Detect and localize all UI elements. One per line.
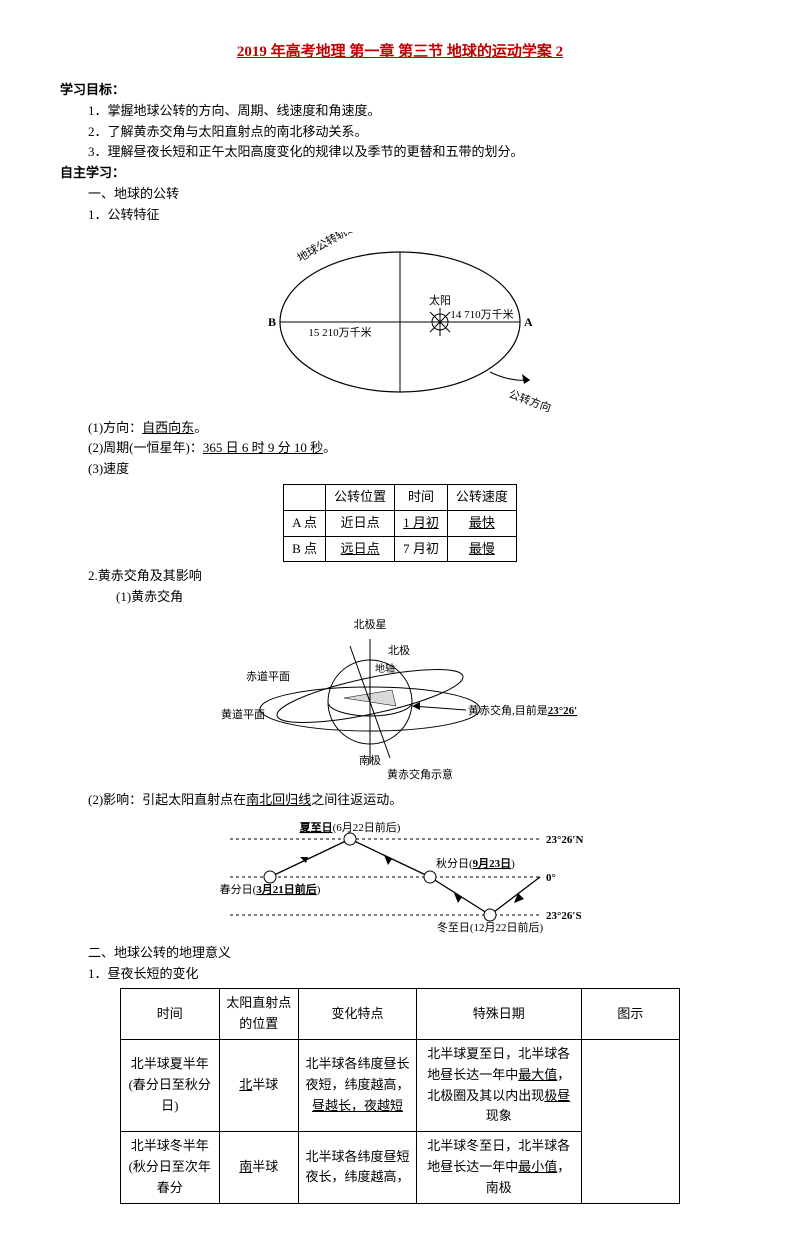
goal-1: 1．掌握地球公转的方向、周期、线速度和角速度。 <box>88 101 740 122</box>
seasons-diagram: 夏至日(6月22日前后) 秋分日(9月23日) 春分日(3月21日前后) 冬至日… <box>60 817 740 937</box>
sec2-heading: 二、地球公转的地理意义 <box>88 943 740 964</box>
svg-text:北极星: 北极星 <box>354 617 387 631</box>
speed-table: 公转位置 时间 公转速度 A 点 近日点 1 月初 最快 B 点 远日点 7 月… <box>283 484 517 562</box>
svg-text:黄道平面: 黄道平面 <box>221 707 265 721</box>
sec1-heading: 一、地球的公转 <box>88 184 740 205</box>
sec1-p1: 1．公转特征 <box>88 205 740 226</box>
sun-label: 太阳 <box>429 294 451 307</box>
svg-text:赤道平面: 赤道平面 <box>246 669 290 683</box>
svg-text:地轴: 地轴 <box>375 662 395 675</box>
svg-text:黄赤交角,目前是23°26′: 黄赤交角,目前是23°26′ <box>468 703 577 717</box>
svg-text:黄赤交角示意: 黄赤交角示意 <box>387 767 453 781</box>
svg-text:23°26′N: 23°26′N <box>546 834 583 846</box>
svg-text:北极: 北极 <box>388 643 410 657</box>
period-line: (2)周期(一恒星年)：365 日 6 时 9 分 10 秒。 <box>88 438 740 459</box>
svg-text:春分日(3月21日前后): 春分日(3月21日前后) <box>220 882 321 896</box>
svg-text:冬至日(12月22日前后): 冬至日(12月22日前后) <box>437 920 544 934</box>
svg-text:23°26′S: 23°26′S <box>546 910 582 922</box>
dir-label: 公转方向 <box>507 386 553 411</box>
goal-3: 3．理解昼夜长短和正午太阳高度变化的规律以及季节的更替和五带的划分。 <box>88 142 740 163</box>
influence-line: (2)影响：引起太阳直射点在南北回归线之间往返运动。 <box>88 790 740 811</box>
direction-line: (1)方向：自西向东。 <box>88 418 740 439</box>
goals-heading: 学习目标： <box>60 80 740 101</box>
svg-text:0°: 0° <box>546 872 556 884</box>
sec1-p2: 2.黄赤交角及其影响 <box>88 566 740 587</box>
speed-line: (3)速度 <box>88 459 740 480</box>
page-title: 2019 年高考地理 第一章 第三节 地球的运动学案 2 <box>60 40 740 64</box>
point-b: B <box>268 315 276 329</box>
svg-text:夏至日(6月22日前后): 夏至日(6月22日前后) <box>300 820 401 834</box>
daylength-table: 时间 太阳直射点的位置 变化特点 特殊日期 图示 北半球夏半年(春分日至秋分日)… <box>120 988 680 1203</box>
dist-left: 15 210万千米 <box>308 326 371 339</box>
track-label: 地球公转轨道 <box>295 232 359 265</box>
sec2-p1: 1．昼夜长短的变化 <box>88 964 740 985</box>
svg-text:南极: 南极 <box>359 753 381 767</box>
goal-2: 2．了解黄赤交角与太阳直射点的南北移动关系。 <box>88 122 740 143</box>
sec1-p2a: (1)黄赤交角 <box>116 587 740 608</box>
point-a: A <box>524 315 533 329</box>
self-study-heading: 自主学习： <box>60 163 740 184</box>
obliquity-diagram: 北极星 赤道平面 北极 地轴 黄道平面 黄赤交角,目前是23°26′ 南极 黄赤… <box>60 614 740 784</box>
orbit-diagram: 太阳 B A 15 210万千米 14 710万千米 地球公转轨道 公转方向 <box>60 232 740 412</box>
svg-text:秋分日(9月23日): 秋分日(9月23日) <box>436 856 515 870</box>
dist-right: 14 710万千米 <box>450 308 513 321</box>
